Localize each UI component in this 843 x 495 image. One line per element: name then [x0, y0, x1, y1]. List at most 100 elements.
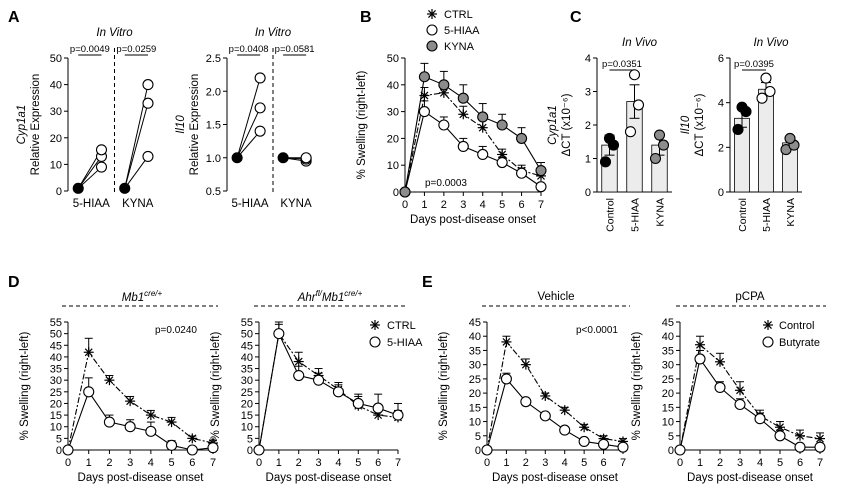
y-tick-label: 50	[50, 53, 62, 65]
y-tick-label: 45	[50, 340, 62, 352]
data-point	[516, 167, 528, 179]
header-genotype: cre/+	[144, 289, 162, 298]
panel-letter-e: E	[422, 274, 433, 291]
x-tick-label: 4	[148, 457, 154, 469]
chart-a2: 0.5 1.0 1.5 2.0 2.5 Il10 Relative Expression In…	[175, 27, 314, 210]
y-tick-label: 40	[469, 331, 481, 343]
y-axis-label-measure: ΔCT (x10⁻⁶)	[561, 93, 573, 156]
y-axis-label: Cyp1a1 ΔCT (x10⁻⁶)	[547, 93, 573, 156]
x-tick-label: 1	[276, 457, 282, 469]
y-axis-label: % Swelling (right-left)	[438, 332, 450, 441]
series-5-hiaa	[253, 321, 404, 456]
y-tick-label: 25	[241, 387, 253, 399]
series-line	[486, 340, 624, 451]
y-axis-label: % Swelling (right-left)	[356, 71, 368, 180]
legend-marker	[426, 24, 438, 36]
data-point	[145, 410, 156, 421]
x-tick-label: 6	[601, 457, 607, 469]
bar-5-hiaa: 5-HIAA	[624, 69, 645, 232]
asterisk-stroke	[146, 411, 155, 420]
y-tick-label: 10	[469, 417, 481, 429]
panel-title: In Vivo	[754, 37, 790, 49]
data-point	[457, 92, 469, 104]
x-tick-label: 3	[737, 457, 743, 469]
legend-marker	[370, 320, 380, 330]
y-tick-label: 40	[387, 80, 399, 92]
data-point	[166, 439, 178, 451]
after-point	[254, 72, 266, 84]
y-tick-label: 4	[585, 53, 591, 65]
x-tick-label: 4	[757, 457, 763, 469]
y-tick-label: 45	[662, 317, 674, 329]
asterisk-stroke	[696, 340, 704, 349]
x-tick-label: 3	[127, 457, 133, 469]
x-axis-label: Days post-disease onset	[687, 472, 814, 484]
data-point	[714, 381, 726, 393]
category-label: 5-HIAA	[761, 198, 773, 232]
header-part: cre/+	[344, 289, 362, 298]
data-point	[104, 375, 115, 386]
panel-letter-d: D	[8, 274, 20, 291]
y-tick-label: 10	[662, 417, 674, 429]
replicate-point	[653, 129, 666, 141]
x-tick-label: 2	[106, 457, 112, 469]
y-tick-label: 35	[662, 345, 674, 357]
series-control	[482, 335, 628, 455]
data-point	[477, 122, 488, 133]
category-label: Control	[605, 198, 617, 232]
legend-label: 5-HIAA	[444, 25, 480, 37]
data-point	[83, 386, 95, 398]
y-axis-label-measure: Relative Expression	[189, 74, 201, 176]
replicate-point	[649, 152, 662, 165]
x-tick-label: 0	[65, 457, 71, 469]
category-label: KYNA	[280, 198, 312, 210]
category-label: 5-HIAA	[630, 198, 642, 232]
x-tick-label: 1	[697, 457, 703, 469]
data-point	[477, 148, 489, 161]
y-tick-label: 0	[247, 445, 253, 457]
data-point	[438, 79, 450, 91]
data-point	[481, 444, 493, 456]
replicate-point	[599, 156, 612, 168]
x-tick-label: 5	[355, 457, 361, 469]
p-value: p=0.0581	[275, 44, 315, 55]
data-point	[438, 119, 450, 131]
data-point	[273, 328, 285, 340]
asterisk-stroke	[371, 321, 379, 329]
x-tick-label: 6	[375, 457, 381, 469]
data-point	[535, 165, 547, 177]
data-point	[352, 397, 364, 410]
data-point	[715, 356, 725, 367]
asterisk-stroke	[478, 123, 487, 132]
group-kyna: p=0.0259 KYNA	[116, 44, 156, 210]
before-point	[277, 152, 289, 164]
y-tick-label: 0	[718, 187, 724, 199]
series-5-hiaa	[62, 377, 219, 456]
data-point	[520, 359, 531, 370]
y-tick-label: 10	[241, 422, 253, 434]
asterisk-stroke	[439, 88, 448, 97]
y-axis-label: % Swelling (right-left)	[19, 332, 31, 441]
x-axis-label: Days post-disease onset	[492, 472, 619, 484]
x-tick-label: 2	[441, 199, 447, 211]
y-axis-label-gene: Cyp1a1	[547, 105, 559, 145]
y-tick-label: 30	[662, 360, 674, 372]
data-point	[695, 339, 705, 350]
y-tick-label: 40	[241, 352, 253, 364]
data-point	[253, 444, 265, 456]
y-tick-label: 0	[585, 187, 591, 199]
data-point	[795, 430, 805, 441]
bar-5-hiaa: 5-HIAA	[756, 72, 776, 232]
data-point	[794, 441, 806, 453]
legend-label: KYNA	[444, 41, 475, 53]
data-point	[735, 385, 745, 396]
panel-letter-c: C	[570, 9, 582, 26]
pair-line	[236, 107, 261, 158]
legend-label: Control	[779, 320, 814, 332]
pair-line	[236, 77, 261, 158]
data-point	[520, 396, 532, 408]
y-tick-label: 3	[585, 87, 591, 99]
replicate-point	[624, 126, 637, 138]
